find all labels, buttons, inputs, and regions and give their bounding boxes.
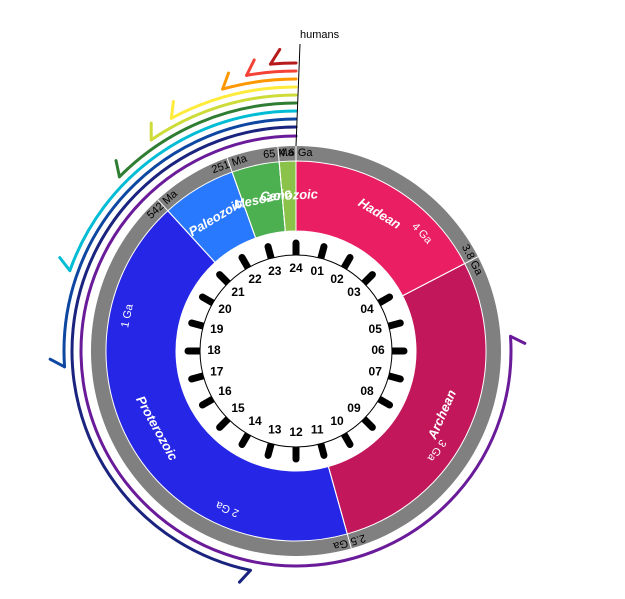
hour-18: 18	[207, 343, 221, 357]
hour-tick	[192, 323, 204, 326]
geologic-clock-diagram: HadeanArcheanProterozoicPaleozoicMesozoi…	[0, 0, 625, 599]
hour-tick	[192, 376, 204, 379]
hour-tick	[321, 247, 324, 259]
hour-07: 07	[369, 364, 383, 378]
hour-04: 04	[360, 302, 374, 316]
hour-16: 16	[218, 384, 232, 398]
hour-03: 03	[347, 285, 361, 299]
hour-06: 06	[371, 343, 385, 357]
hour-01: 01	[311, 264, 325, 278]
hour-17: 17	[210, 364, 224, 378]
hour-tick	[389, 376, 401, 379]
eon-label-cenozoic: Cenozoic	[260, 186, 319, 204]
hour-08: 08	[360, 384, 374, 398]
event-arc-tick-6	[171, 102, 173, 119]
hour-10: 10	[330, 414, 344, 428]
hour-tick	[268, 247, 271, 259]
hour-15: 15	[231, 401, 245, 415]
hour-24: 24	[289, 261, 303, 275]
hour-14: 14	[248, 414, 262, 428]
hour-02: 02	[330, 272, 344, 286]
hour-tick	[389, 323, 401, 326]
clock-face	[200, 255, 392, 447]
hour-19: 19	[210, 322, 224, 336]
hour-13: 13	[268, 422, 282, 436]
hour-23: 23	[268, 264, 282, 278]
hour-tick	[321, 444, 324, 456]
hour-22: 22	[248, 272, 262, 286]
hour-20: 20	[218, 302, 232, 316]
hour-12: 12	[289, 425, 303, 439]
hour-09: 09	[347, 401, 361, 415]
hour-21: 21	[231, 285, 245, 299]
hour-05: 05	[369, 322, 383, 336]
hour-11: 11	[311, 422, 324, 436]
event-arc-9	[270, 63, 296, 64]
callout-humans: humans	[300, 29, 340, 41]
hour-tick	[268, 444, 271, 456]
